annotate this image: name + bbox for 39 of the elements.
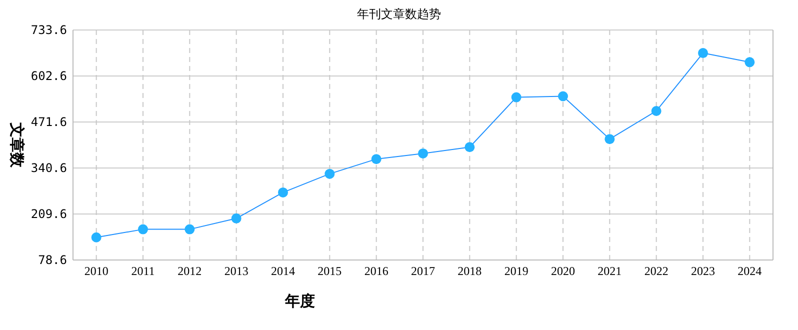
point bbox=[324, 168, 335, 179]
x-tick-label: 2016 bbox=[364, 264, 388, 278]
x-tick-label: 2021 bbox=[598, 264, 622, 278]
x-tick-label: 2019 bbox=[504, 264, 528, 278]
point bbox=[651, 106, 662, 116]
point bbox=[278, 187, 288, 198]
x-tick-label: 2015 bbox=[318, 264, 342, 278]
point bbox=[464, 142, 475, 152]
point bbox=[418, 148, 428, 158]
point bbox=[371, 154, 382, 164]
x-tick-label: 2024 bbox=[738, 264, 762, 278]
y-tick-label: 78.6 bbox=[38, 253, 67, 268]
y-tick-label: 209.6 bbox=[30, 207, 67, 222]
y-tick-label: 733.6 bbox=[30, 23, 67, 38]
x-axis-title: 年度 bbox=[284, 292, 315, 310]
point bbox=[184, 224, 195, 234]
x-tick-label: 2020 bbox=[551, 264, 575, 278]
y-tick-label: 340.6 bbox=[30, 161, 67, 176]
x-tick-label: 2012 bbox=[178, 264, 202, 278]
y-axis-title: 文章数 bbox=[8, 122, 26, 168]
y-tick-label: 471.6 bbox=[30, 115, 67, 130]
point bbox=[138, 224, 148, 234]
x-tick-label: 2023 bbox=[691, 264, 715, 278]
x-tick-label: 2010 bbox=[84, 264, 108, 278]
point bbox=[231, 213, 242, 224]
x-tick-label: 2013 bbox=[224, 264, 248, 278]
x-tick-label: 2017 bbox=[411, 264, 435, 278]
x-tick-label: 2011 bbox=[131, 264, 155, 278]
y-tick-label: 602.6 bbox=[30, 69, 67, 84]
point bbox=[91, 232, 102, 242]
point bbox=[698, 48, 708, 58]
x-tick-label: 2014 bbox=[271, 264, 295, 278]
x-tick-label: 2018 bbox=[458, 264, 482, 278]
point bbox=[604, 134, 615, 144]
point bbox=[744, 57, 755, 68]
point bbox=[511, 92, 522, 102]
x-tick-label: 2022 bbox=[644, 264, 668, 278]
point bbox=[558, 91, 568, 102]
chart-title: 年刊文章数趋势 bbox=[357, 7, 441, 21]
